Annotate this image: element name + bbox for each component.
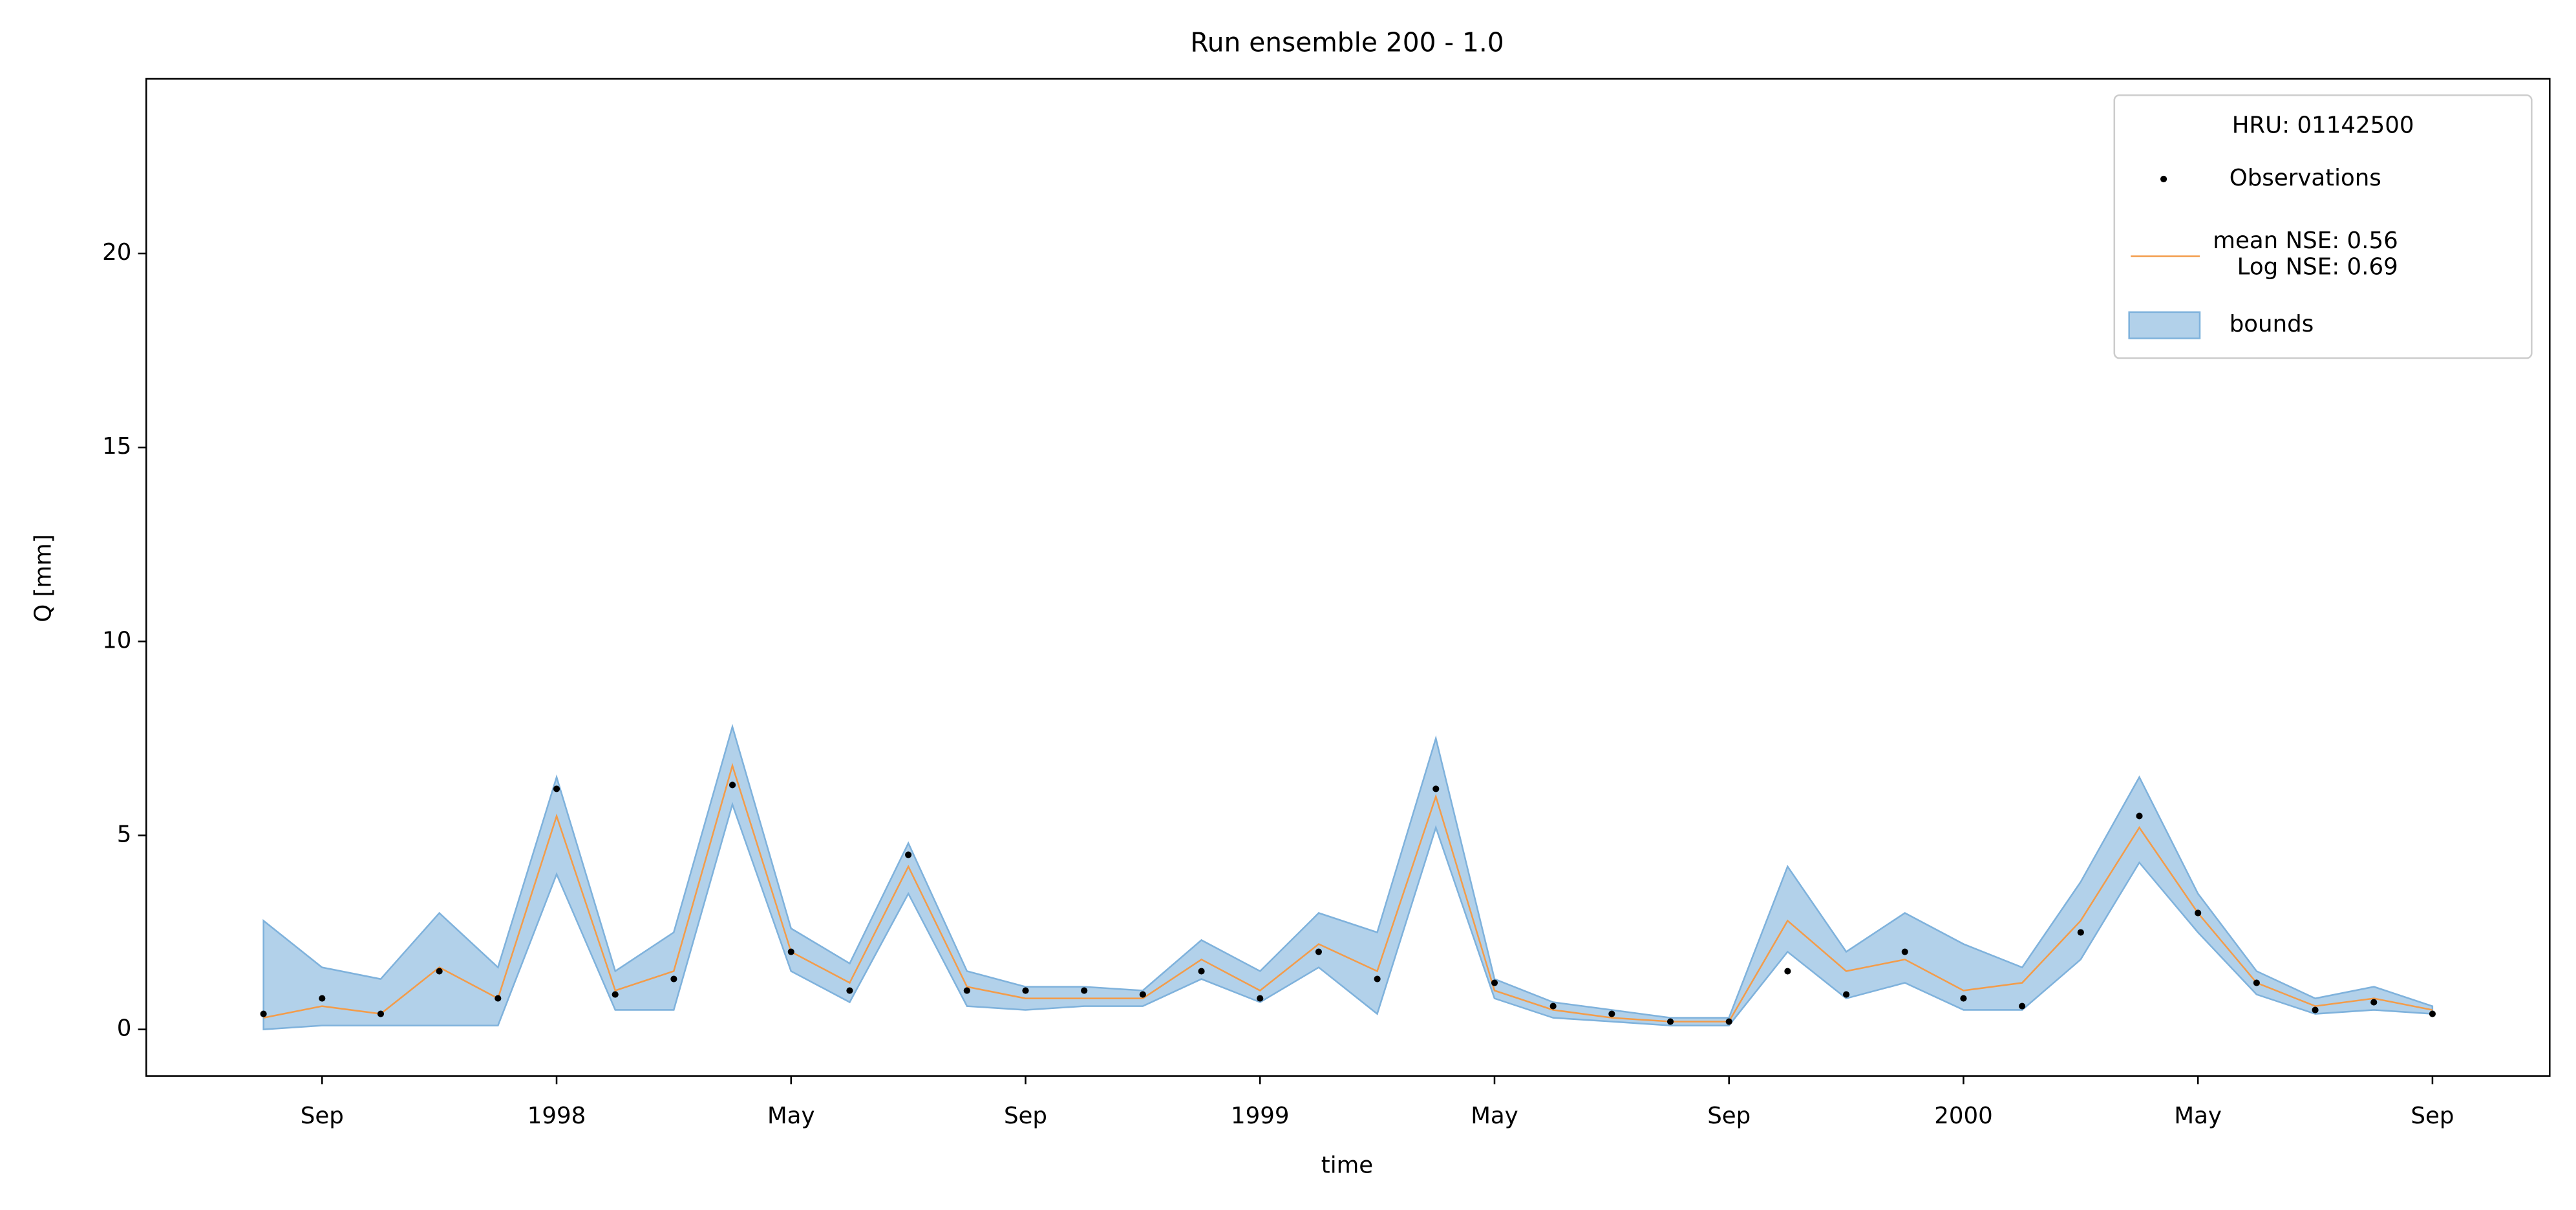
- observation-point: [495, 995, 502, 1002]
- legend-label: bounds: [2230, 311, 2314, 337]
- x-tick-label: Sep: [2411, 1103, 2454, 1129]
- observation-point: [1257, 995, 1264, 1002]
- observation-point: [1432, 785, 1440, 792]
- observation-point: [1666, 1018, 1674, 1025]
- observation-point: [1081, 987, 1088, 994]
- legend-label: Observations: [2230, 165, 2381, 191]
- observation-point: [1022, 987, 1029, 994]
- observation-point: [1960, 995, 1967, 1002]
- observation-point: [319, 995, 326, 1002]
- x-tick-label: May: [1471, 1103, 1518, 1129]
- x-tick-label: 1999: [1231, 1103, 1290, 1129]
- legend: HRU: 01142500 Observations mean NSE: 0.56 …: [2113, 94, 2533, 359]
- plot-area: [260, 723, 2436, 1031]
- observation-point: [2136, 812, 2143, 820]
- y-tick-label: 5: [117, 821, 132, 847]
- observation-point: [787, 948, 794, 955]
- observation-point: [905, 851, 912, 858]
- x-tick-label: Sep: [1004, 1103, 1047, 1129]
- y-tick-label: 15: [102, 433, 131, 460]
- observation-point: [436, 968, 443, 975]
- legend-label: mean NSE: 0.56 Log NSE: 0.69: [2213, 228, 2398, 281]
- legend-box: [2113, 94, 2533, 359]
- x-tick-label: 2000: [1934, 1103, 1993, 1129]
- x-axis-label: time: [1321, 1152, 1373, 1178]
- observation-point: [729, 781, 736, 789]
- observation-point: [1315, 948, 1323, 955]
- observation-point: [2253, 979, 2260, 986]
- observation-point: [1608, 1010, 1615, 1017]
- chart-title: Run ensemble 200 - 1.0: [1190, 27, 1504, 58]
- observation-point: [2019, 1003, 2026, 1010]
- observation-point: [1198, 968, 1205, 975]
- legend-marker: [2160, 175, 2167, 183]
- observation-point: [1842, 991, 1850, 998]
- x-tick-label: May: [2174, 1103, 2222, 1129]
- observation-point: [2429, 1010, 2436, 1017]
- y-tick-label: 20: [102, 239, 131, 266]
- x-tick-label: Sep: [301, 1103, 344, 1129]
- observation-point: [1139, 991, 1146, 998]
- observation-point: [377, 1010, 385, 1017]
- plot-frame: [145, 78, 2551, 1077]
- observation-point: [2077, 929, 2084, 936]
- y-tick-label: 0: [117, 1015, 132, 1042]
- observation-point: [2370, 999, 2378, 1006]
- observation-point: [1901, 948, 1908, 955]
- observation-point: [2195, 909, 2202, 917]
- observation-point: [670, 975, 677, 982]
- legend-entry-box: mean NSE: 0.56 Log NSE: 0.69: [2213, 228, 2398, 281]
- observation-point: [260, 1010, 267, 1017]
- y-tick-label: 10: [102, 627, 131, 653]
- y-axis-label: Q [mm]: [30, 534, 57, 622]
- x-tick-label: 1998: [527, 1103, 586, 1129]
- observation-point: [1374, 975, 1381, 982]
- observation-point: [963, 987, 970, 994]
- observation-point: [2312, 1006, 2319, 1014]
- observation-point: [1549, 1003, 1557, 1010]
- observation-point: [553, 785, 560, 792]
- x-tick-label: May: [767, 1103, 815, 1129]
- x-tick-label: Sep: [1707, 1103, 1751, 1129]
- observation-point: [1491, 979, 1498, 986]
- mean-line: [263, 763, 2433, 1023]
- observation-point: [1725, 1018, 1732, 1025]
- legend-title: HRU: 01142500: [2232, 112, 2414, 139]
- legend-marker: [2128, 311, 2201, 339]
- observation-point: [846, 987, 853, 994]
- observation-point: [612, 991, 619, 998]
- observation-point: [1784, 968, 1791, 975]
